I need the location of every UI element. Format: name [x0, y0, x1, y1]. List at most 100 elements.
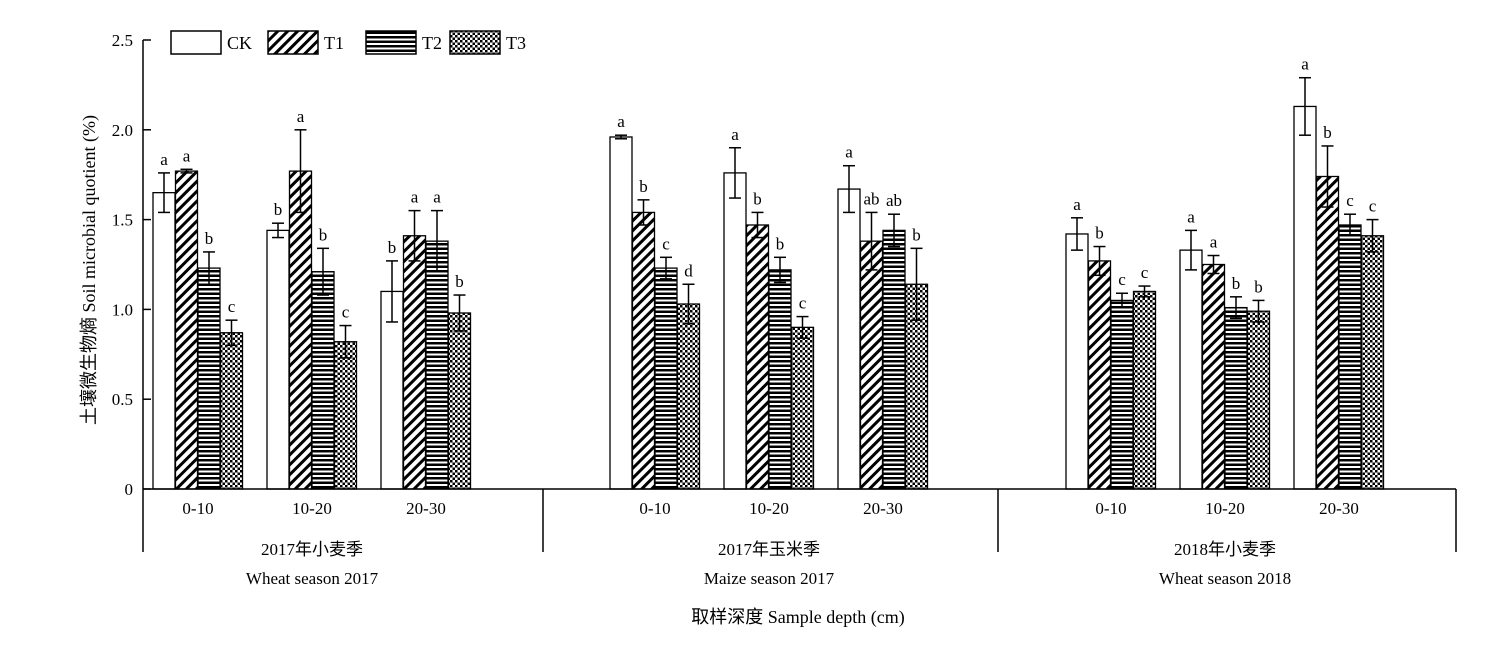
significance-letter: a [1187, 207, 1195, 226]
bar-t3 [1360, 235, 1385, 490]
legend-swatch-t3 [449, 30, 501, 55]
x-axis: 0-10 10-20 20-30 2017年小麦季 Wheat season 2017 0… [142, 488, 1457, 588]
bar-ck [609, 136, 633, 490]
significance-letter: a [1301, 55, 1309, 74]
significance-letter: a [160, 150, 168, 169]
group-label-cn: 2017年小麦季 [261, 540, 363, 559]
x-tick-label: 0-10 [182, 499, 213, 518]
significance-letter: b [639, 177, 648, 196]
bar-t1 [174, 170, 199, 490]
significance-letter: c [1346, 191, 1354, 210]
significance-letter: a [1073, 195, 1081, 214]
significance-letter: d [684, 261, 693, 280]
legend-swatch-ck [170, 30, 222, 55]
y-tick-label: 2.5 [112, 31, 133, 50]
significance-letter: a [433, 188, 441, 207]
significance-letter: b [1232, 274, 1241, 293]
bar-ck [1293, 105, 1317, 490]
bar-t2 [882, 229, 906, 490]
legend: CK T1 T2 T3 [170, 30, 526, 55]
significance-letter: c [662, 234, 670, 253]
bar-t3 [447, 312, 472, 490]
significance-letter: b [912, 225, 921, 244]
bar-t2 [768, 269, 792, 490]
significance-letter: b [1254, 277, 1263, 296]
bar-t3 [1132, 290, 1157, 490]
legend-label-t3: T3 [506, 33, 526, 53]
group-label-en: Maize season 2017 [704, 569, 835, 588]
significance-letter: b [388, 238, 397, 257]
bar-t2 [1110, 299, 1134, 490]
y-tick-label: 0.5 [112, 390, 133, 409]
bar-ck [1179, 249, 1203, 490]
bar-t1 [631, 211, 656, 490]
y-tick-label: 1.5 [112, 211, 133, 230]
significance-letter: b [753, 189, 762, 208]
significance-letter: a [1210, 233, 1218, 252]
y-tick-label: 1.0 [112, 300, 133, 319]
group-label-cn: 2017年玉米季 [718, 540, 820, 559]
significance-letter: b [455, 272, 464, 291]
significance-letter: a [297, 107, 305, 126]
legend-label-t1: T1 [324, 33, 344, 53]
x-tick-label: 0-10 [639, 499, 670, 518]
significance-letter: b [274, 200, 283, 219]
bar-t1 [402, 235, 427, 490]
bar-t2 [311, 271, 335, 490]
x-axis-title: 取样深度 Sample depth (cm) [691, 607, 904, 628]
bar-ck [266, 229, 290, 490]
bar-t1 [1087, 260, 1112, 490]
x-tick-label: 20-30 [1319, 499, 1359, 518]
bar-t2 [654, 267, 678, 490]
bar-t1 [1315, 175, 1340, 490]
y-axis: 0 0.5 1.0 1.5 2.0 2.5 [112, 31, 151, 499]
significance-letter: a [731, 125, 739, 144]
bar-t2 [1338, 224, 1362, 490]
bar-ck [723, 172, 747, 490]
significance-letter: a [617, 112, 625, 131]
legend-label-t2: T2 [422, 33, 442, 53]
x-tick-label: 20-30 [863, 499, 903, 518]
bar-t1 [745, 224, 770, 490]
bar-t3 [1246, 310, 1271, 490]
y-axis-title: 土壤微生物熵 Soil microbial quotient (%) [79, 115, 100, 425]
x-tick-label: 20-30 [406, 499, 446, 518]
significance-letter: c [1118, 270, 1126, 289]
x-tick-label: 10-20 [292, 499, 332, 518]
bar-ck [152, 192, 176, 490]
group-label-cn: 2018年小麦季 [1174, 540, 1276, 559]
bar-t3 [676, 303, 701, 490]
significance-letter: a [183, 146, 191, 165]
legend-label-ck: CK [227, 33, 252, 53]
bar-ck [837, 188, 861, 490]
significance-letter: b [319, 225, 328, 244]
bar-t3 [333, 341, 358, 490]
x-tick-label: 10-20 [1205, 499, 1245, 518]
significance-letter: b [205, 229, 214, 248]
y-tick-label: 0 [125, 480, 134, 499]
significance-letter: b [1323, 123, 1332, 142]
significance-letter: c [228, 297, 236, 316]
significance-letter: c [1141, 263, 1149, 282]
legend-swatch-t1 [267, 30, 319, 55]
y-tick-label: 2.0 [112, 121, 133, 140]
legend-swatch-t2 [365, 30, 417, 55]
bar-t1 [288, 170, 313, 490]
bar-t1 [859, 240, 884, 490]
significance-letter: a [411, 188, 419, 207]
significance-letter: b [776, 234, 785, 253]
significance-letter: c [1369, 197, 1377, 216]
x-tick-label: 10-20 [749, 499, 789, 518]
significance-letter: c [342, 303, 350, 322]
group-label-en: Wheat season 2017 [246, 569, 379, 588]
significance-letter: ab [886, 191, 902, 210]
bar-t3 [790, 326, 815, 490]
bar-ck [1065, 233, 1089, 490]
bar-t2 [425, 240, 449, 490]
x-tick-label: 0-10 [1095, 499, 1126, 518]
group-label-en: Wheat season 2018 [1159, 569, 1291, 588]
significance-letter: ab [863, 189, 879, 208]
